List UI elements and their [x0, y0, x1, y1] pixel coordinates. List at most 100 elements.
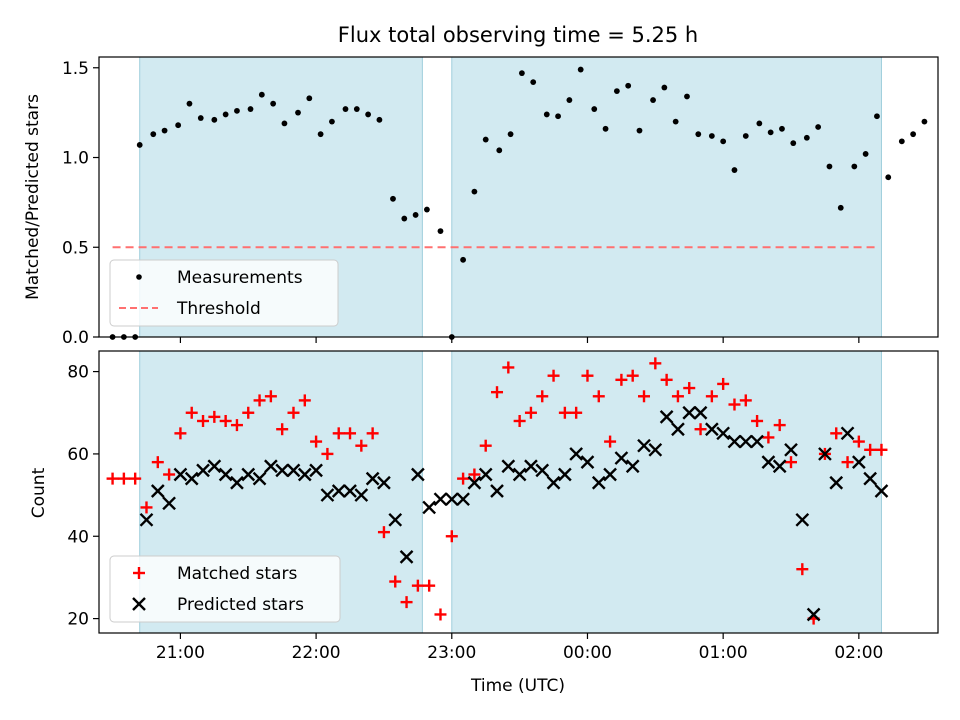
- predicted-stars-point: [207, 459, 222, 474]
- predicted-stars-point: [818, 447, 832, 461]
- predicted-stars-point: [501, 459, 516, 474]
- predicted-stars-point: [139, 512, 154, 527]
- predicted-stars-point: [218, 467, 233, 482]
- top-legend: Measurements Threshold: [109, 259, 339, 327]
- bottom-y-axis-label: Count: [29, 467, 49, 518]
- measurements-point: [329, 118, 335, 125]
- matched-stars-point: [649, 357, 662, 370]
- bottom-marks: [106, 357, 889, 625]
- predicted-stars-point: [535, 463, 550, 478]
- matched-stars-point: [841, 456, 854, 469]
- predicted-stars-point: [761, 455, 776, 470]
- measurements-point: [756, 120, 763, 127]
- x-tick-label: 22:00: [292, 643, 341, 663]
- matched-stars-point: [129, 472, 142, 485]
- measurements-point: [518, 70, 525, 77]
- predicted-stars-point: [377, 475, 391, 490]
- predicted-stars-point: [252, 471, 267, 486]
- matched-stars-point: [106, 472, 119, 485]
- matched-stars-point: [242, 406, 255, 419]
- measurements-point: [530, 79, 537, 86]
- measurements-point: [175, 122, 182, 129]
- measurements-point: [577, 66, 584, 73]
- matched-stars-point: [536, 390, 549, 403]
- matched-stars-point: [230, 419, 243, 432]
- measurements-point: [482, 136, 489, 143]
- bottom-axes: 20 40 60 80 21:00 22:00 23:00 00:00 01:00 02:00: [67, 350, 939, 663]
- bottom-y-tick-label: 60: [67, 445, 89, 465]
- predicted-stars-point: [625, 459, 640, 474]
- matched-stars-point: [400, 596, 413, 609]
- matched-stars-point: [717, 377, 730, 390]
- predicted-stars-point: [150, 484, 165, 498]
- measurements-point: [424, 206, 430, 213]
- predicted-stars-point: [512, 467, 527, 482]
- matched-stars-point: [705, 390, 718, 403]
- predicted-stars-point: [365, 471, 380, 486]
- bottom-y-tick-label: 40: [67, 527, 89, 547]
- legend-measurements-marker: [136, 274, 142, 280]
- legend-matched-marker: [133, 567, 145, 579]
- x-tick-label: 02:00: [834, 643, 883, 663]
- measurements-point: [211, 116, 218, 123]
- matched-stars-point: [264, 390, 277, 403]
- predicted-stars-point: [829, 475, 844, 490]
- measurements-point: [591, 106, 598, 112]
- matched-stars-point: [321, 447, 334, 460]
- measurements-point: [295, 109, 301, 116]
- predicted-stars-point: [286, 463, 301, 478]
- matched-stars-point: [796, 563, 809, 576]
- measurements-point: [779, 125, 785, 132]
- legend-predicted-marker: [132, 597, 146, 611]
- x-tick-label: 23:00: [427, 643, 476, 663]
- matched-stars-point: [366, 427, 379, 440]
- matched-stars-point: [864, 443, 877, 456]
- predicted-stars-point: [738, 434, 753, 449]
- predicted-stars-point: [275, 463, 290, 478]
- top-legend-frame: [109, 259, 339, 327]
- matched-stars-point: [344, 427, 357, 440]
- matched-stars-point: [310, 435, 323, 448]
- top-y-axis-label: Matched/Predicted stars: [23, 94, 43, 300]
- matched-stars-point: [547, 369, 560, 382]
- measurements-point: [910, 131, 917, 138]
- matched-stars-point: [140, 501, 153, 514]
- matched-stars-point: [355, 439, 368, 452]
- x-tick-label: 01:00: [699, 643, 748, 663]
- measurements-point: [731, 167, 738, 173]
- matched-stars-point: [852, 435, 865, 448]
- predicted-stars-point: [874, 484, 889, 498]
- predicted-stars-point: [716, 426, 731, 441]
- matched-stars-point: [502, 361, 515, 374]
- measurements-point: [150, 131, 157, 138]
- top-y-tick-label: 1.0: [62, 149, 89, 169]
- predicted-stars-point: [727, 434, 742, 449]
- matched-stars-point: [762, 431, 775, 444]
- measurements-point: [898, 138, 905, 145]
- predicted-stars-point: [490, 484, 504, 498]
- matched-stars-point: [377, 526, 390, 539]
- predicted-stars-point: [456, 492, 470, 507]
- predicted-stars-point: [241, 467, 256, 482]
- measurements-point: [742, 133, 749, 139]
- matched-stars-point: [581, 369, 594, 382]
- matched-stars-point: [423, 579, 436, 592]
- predicted-stars-point: [784, 442, 798, 457]
- measurements-point: [496, 147, 503, 154]
- x-axis-label: Time (UTC): [470, 676, 565, 696]
- predicted-stars-point: [343, 484, 357, 498]
- bottom-axes-frame: [98, 350, 939, 634]
- predicted-stars-point: [637, 438, 651, 453]
- matched-stars-point: [332, 427, 345, 440]
- matched-stars-point: [491, 386, 504, 399]
- predicted-stars-point: [478, 467, 493, 482]
- predicted-stars-point: [569, 447, 584, 461]
- predicted-stars-point: [852, 455, 866, 470]
- top-marks: [109, 66, 928, 340]
- measurements-point: [885, 174, 892, 181]
- matched-stars-point: [570, 406, 583, 419]
- measurements-point: [437, 228, 444, 235]
- measurements-point: [684, 93, 690, 100]
- measurements-point: [376, 116, 383, 123]
